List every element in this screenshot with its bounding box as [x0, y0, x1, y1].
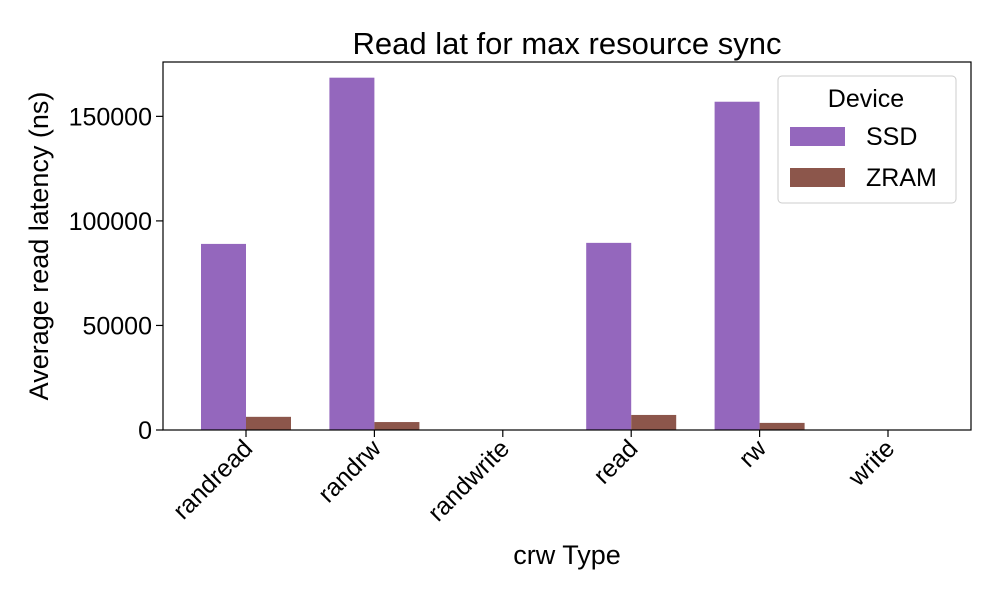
bars-group	[201, 77, 805, 431]
bar-ssd-randread	[201, 243, 246, 430]
y-tick-label: 100000	[69, 208, 152, 236]
bar-zram-rw	[759, 422, 805, 430]
x-axis-ticks: randread randrw randwrite read rw write	[168, 430, 900, 527]
bar-ssd-read	[586, 242, 632, 430]
chart-title: Read lat for max resource sync	[352, 26, 781, 61]
plot-area-frame	[162, 61, 972, 431]
legend: Device SSD ZRAM	[777, 75, 957, 204]
y-axis-ticks: 0 50000 100000 150000	[69, 103, 163, 445]
legend-label-ssd: SSD	[866, 123, 917, 151]
y-tick-label: 0	[138, 417, 152, 445]
legend-title: Device	[828, 85, 904, 113]
x-tick-label-randwrite: randwrite	[423, 434, 516, 527]
x-tick-label-write: write	[842, 434, 900, 492]
legend-swatch-ssd	[790, 127, 845, 146]
y-tick-label: 150000	[69, 103, 152, 131]
bar-zram-read	[631, 414, 677, 430]
y-tick-label: 50000	[82, 312, 152, 340]
bar-ssd-rw	[714, 101, 760, 431]
x-tick-label-rw: rw	[733, 434, 772, 473]
legend-swatch-zram	[790, 168, 845, 187]
bar-ssd-randrw	[329, 77, 375, 430]
x-axis-label: crw Type	[513, 540, 621, 570]
x-tick-label-randrw: randrw	[313, 434, 388, 509]
x-tick-label-read: read	[588, 434, 643, 489]
bar-zram-randread	[246, 416, 291, 430]
legend-label-zram: ZRAM	[866, 164, 937, 192]
y-axis-label: Average read latency (ns)	[24, 92, 54, 401]
x-tick-label-randread: randread	[168, 434, 259, 525]
bar-zram-randrw	[374, 422, 420, 430]
